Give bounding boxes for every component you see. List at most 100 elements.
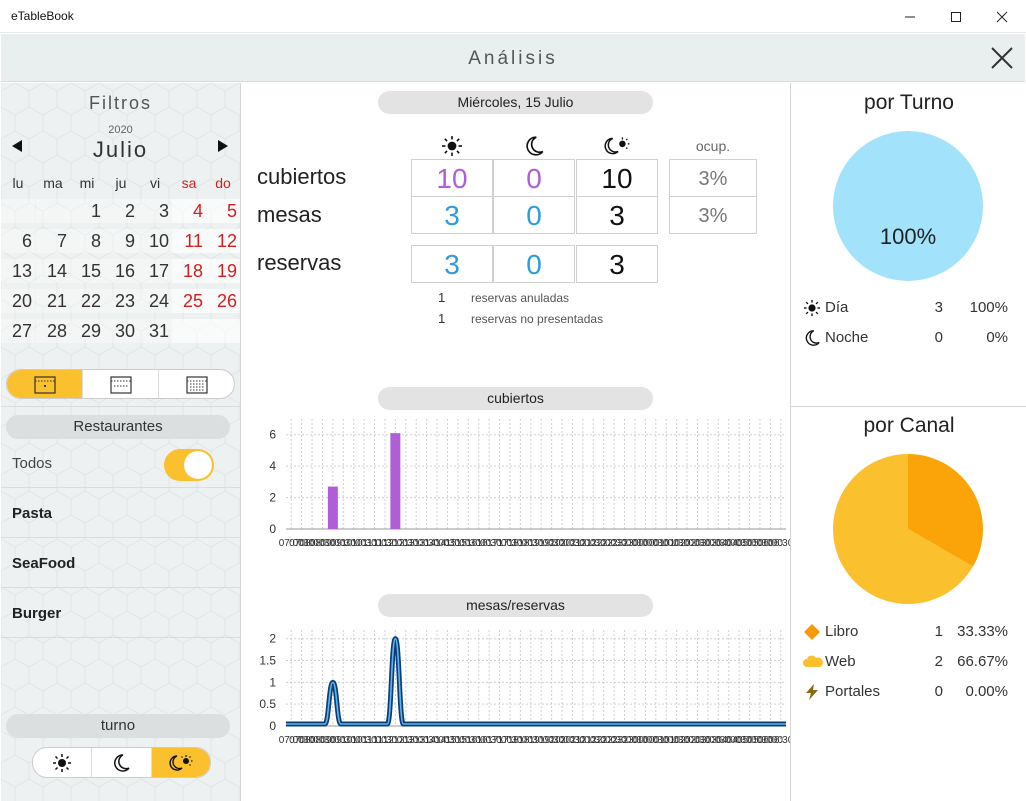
calendar-day[interactable]: 13	[1, 259, 35, 283]
calendar-day[interactable]: 15	[70, 259, 104, 283]
y-tick-label: 2	[269, 491, 276, 505]
calendar-day[interactable]: 20	[1, 289, 35, 313]
x-tick-label: 05:30	[747, 538, 772, 549]
calendar-day[interactable]: 11	[172, 229, 206, 253]
calendar-day[interactable]: 21	[36, 289, 70, 313]
restaurant-item[interactable]: Pasta	[1, 488, 241, 538]
calendar-day[interactable]: 18	[172, 259, 206, 283]
x-tick-label: 07:00	[279, 538, 304, 549]
window-close-button[interactable]	[979, 0, 1025, 33]
x-tick-label: 06:30	[768, 735, 790, 746]
calendar-day[interactable]: 9	[104, 229, 138, 253]
cubiertos-day-value: 10	[411, 159, 493, 197]
turno-pie-chart: 100%	[833, 131, 983, 281]
bar	[327, 486, 338, 529]
turno-day-button[interactable]	[33, 748, 93, 777]
calendar-day[interactable]: 31	[138, 319, 172, 343]
legend-value: 3	[934, 299, 943, 316]
x-tick-label: 19:00	[529, 538, 554, 549]
calendar-day[interactable]: 28	[36, 319, 70, 343]
minimize-button[interactable]	[887, 0, 933, 33]
x-tick-label: 17:30	[497, 538, 522, 549]
turno-night-button[interactable]	[92, 748, 152, 777]
x-tick-label: 15:30	[456, 735, 481, 746]
calendar-day[interactable]: 6	[1, 229, 35, 253]
x-tick-label: 22:30	[602, 538, 627, 549]
calendar-day[interactable]: 8	[70, 229, 104, 253]
calendar-day[interactable]: 12	[206, 229, 240, 253]
x-tick-label: 08:00	[300, 735, 325, 746]
restaurant-name: Pasta	[12, 505, 53, 522]
calendar-day[interactable]: 3	[138, 199, 172, 223]
calendar-day[interactable]: 14	[36, 259, 70, 283]
close-analysis-icon[interactable]	[989, 45, 1015, 71]
weekday-label: lu	[12, 175, 24, 191]
analysis-main: Miércoles, 15 Julio ocup. cubiertos 10 0…	[242, 83, 790, 801]
legend-percent: 100%	[969, 299, 1008, 316]
calendar-day[interactable]: 1	[70, 199, 104, 223]
calendar-day[interactable]: 19	[206, 259, 240, 283]
cubiertos-total-value: 10	[576, 159, 658, 197]
noshow-label: reservas no presentadas	[471, 312, 604, 326]
calendar-day[interactable]: 29	[70, 319, 104, 343]
row-label-cubiertos: cubiertos	[257, 164, 347, 189]
row-label-mesas: mesas	[257, 202, 322, 227]
next-month-icon[interactable]	[217, 139, 229, 153]
cancelled-label: reservas anuladas	[471, 291, 570, 305]
tables-chart-title: mesas/reservas	[378, 594, 653, 617]
calendar-day[interactable]: 10	[138, 229, 172, 253]
x-tick-label: 19:30	[539, 735, 564, 746]
canal-chart-title: por Canal	[863, 414, 955, 437]
x-tick-label: 00:30	[643, 735, 668, 746]
x-tick-label: 03:00	[695, 538, 720, 549]
x-tick-label: 09:30	[331, 735, 356, 746]
column-total-header	[576, 135, 658, 157]
legend-label: Web	[825, 653, 856, 670]
x-tick-label: 03:30	[706, 538, 731, 549]
calendar-day[interactable]: 22	[70, 289, 104, 313]
calendar-day[interactable]: 5	[206, 199, 240, 223]
week-view-button[interactable]	[83, 370, 159, 398]
x-tick-label: 10:30	[352, 735, 377, 746]
sun-moon-icon	[604, 137, 630, 155]
restaurant-item[interactable]: SeaFood	[1, 538, 241, 588]
pie-slice	[833, 454, 973, 604]
column-day-header	[411, 135, 493, 157]
turno-chart-title: por Turno	[864, 91, 954, 114]
x-tick-label: 13:00	[404, 735, 429, 746]
restaurant-item[interactable]: Burger	[1, 588, 241, 638]
x-tick-label: 23:00	[612, 735, 637, 746]
calendar-day[interactable]: 24	[138, 289, 172, 313]
x-tick-label: 17:30	[497, 735, 522, 746]
maximize-icon	[951, 11, 961, 22]
prev-month-icon[interactable]	[11, 139, 23, 153]
calendar-day[interactable]: 27	[1, 319, 35, 343]
calendar-day[interactable]: 17	[138, 259, 172, 283]
calendar-day[interactable]: 7	[36, 229, 70, 253]
page-header: Análisis	[1, 34, 1025, 82]
calendar-day[interactable]: 16	[104, 259, 138, 283]
calendar-day[interactable]: 23	[104, 289, 138, 313]
y-tick-label: 4	[269, 459, 276, 473]
month-view-button[interactable]	[159, 370, 234, 398]
x-tick-label: 05:00	[737, 735, 762, 746]
calendar-day[interactable]: 25	[172, 289, 206, 313]
x-tick-label: 01:00	[654, 538, 679, 549]
calendar-day[interactable]: 2	[104, 199, 138, 223]
x-tick-label: 01:30	[664, 538, 689, 549]
calendar-day[interactable]: 30	[104, 319, 138, 343]
all-restaurants-toggle[interactable]	[164, 449, 214, 481]
x-tick-label: 03:00	[695, 735, 720, 746]
calendar-day[interactable]: 4	[172, 199, 206, 223]
moon-icon	[805, 330, 820, 346]
legend-label: Libro	[825, 623, 859, 640]
x-tick-label: 06:30	[768, 538, 790, 549]
day-view-button[interactable]	[7, 370, 83, 398]
turno-all-button[interactable]	[151, 748, 210, 777]
legend-percent: 66.67%	[957, 653, 1008, 670]
calendar-day[interactable]: 26	[206, 289, 240, 313]
x-tick-label: 06:00	[758, 735, 783, 746]
maximize-button[interactable]	[933, 0, 979, 33]
y-tick-label: 1	[269, 675, 276, 689]
date-label: Miércoles, 15 Julio	[378, 91, 653, 114]
